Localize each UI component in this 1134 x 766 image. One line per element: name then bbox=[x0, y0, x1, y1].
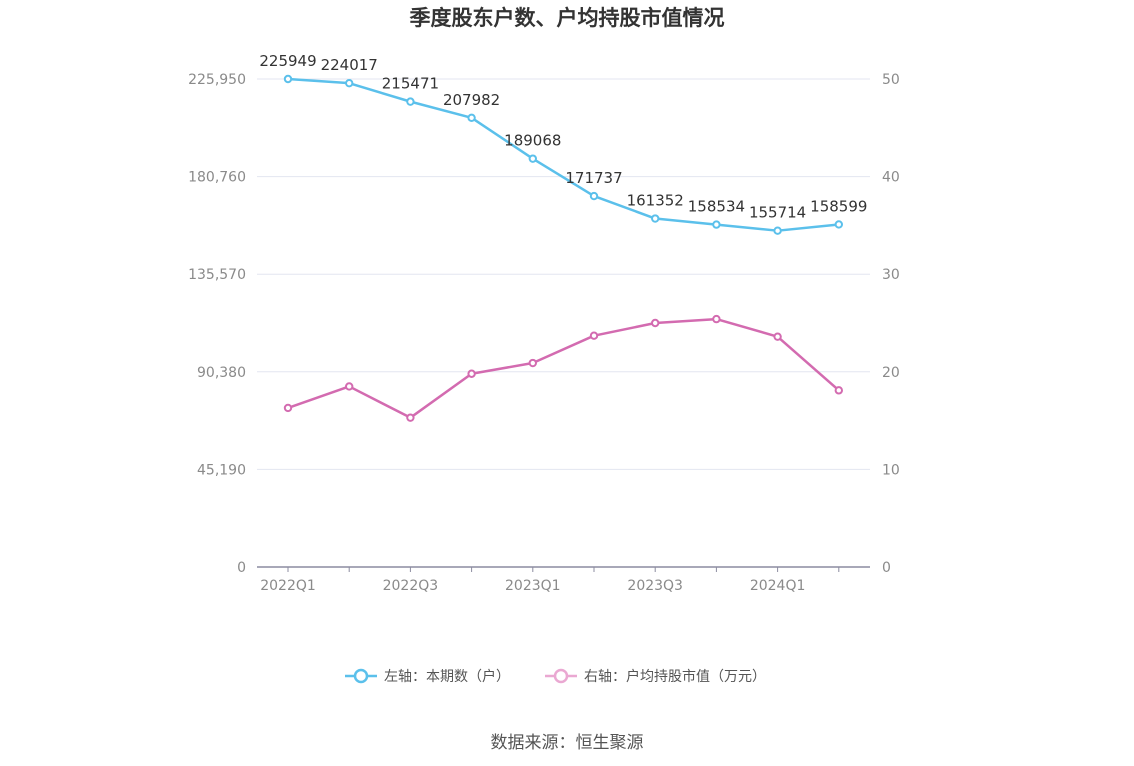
data-point bbox=[712, 314, 721, 324]
data-point bbox=[283, 74, 293, 84]
source-text: 数据来源：恒生聚源 bbox=[491, 733, 644, 753]
data-label: 225949 bbox=[259, 52, 316, 70]
data-label: 207982 bbox=[443, 91, 500, 109]
legend-marker bbox=[553, 668, 569, 684]
left-axis-tick-label: 90,380 bbox=[197, 365, 246, 381]
data-point bbox=[773, 226, 782, 235]
chart-title: 季度股东户数、户均持股市值情况 bbox=[410, 6, 725, 30]
legend-item[interactable]: 左轴：本期数（户） bbox=[345, 668, 510, 685]
data-point bbox=[773, 332, 782, 341]
data-point bbox=[467, 369, 476, 378]
data-point bbox=[834, 386, 843, 395]
data-label: 158534 bbox=[688, 198, 745, 216]
x-axis-tick-label: 2023Q3 bbox=[627, 578, 683, 594]
right-axis-tick-label: 50 bbox=[882, 72, 900, 88]
x-axis-tick-label: 2023Q1 bbox=[505, 578, 561, 594]
data-point bbox=[467, 113, 476, 123]
x-axis-tick-label: 2022Q1 bbox=[260, 578, 316, 594]
series-group bbox=[283, 74, 843, 422]
data-point bbox=[528, 154, 537, 163]
data-label: 189068 bbox=[504, 132, 561, 150]
left-axis-tick-label: 225,950 bbox=[188, 72, 246, 88]
data-label: 215471 bbox=[382, 75, 439, 93]
left-axis-tick-label: 0 bbox=[237, 560, 246, 576]
legend-label: 左轴：本期数（户） bbox=[384, 668, 510, 685]
data-point bbox=[712, 220, 721, 229]
data-point bbox=[589, 331, 599, 340]
series-line bbox=[287, 317, 840, 419]
data-label: 161352 bbox=[627, 192, 684, 210]
right-axis-tick-label: 10 bbox=[882, 462, 900, 478]
data-point bbox=[406, 413, 415, 422]
legend[interactable]: 左轴：本期数（户） 右轴：户均持股市值（万元） bbox=[345, 668, 766, 685]
data-point bbox=[345, 382, 354, 391]
data-point bbox=[406, 97, 415, 106]
x-axis-tick-label: 2024Q1 bbox=[750, 578, 806, 594]
series-line bbox=[287, 77, 839, 232]
data-point bbox=[283, 403, 293, 413]
right-axis-tick-label: 30 bbox=[882, 267, 900, 283]
data-point bbox=[651, 318, 660, 328]
data-label: 155714 bbox=[749, 204, 806, 222]
legend-label: 右轴：户均持股市值（万元） bbox=[584, 668, 766, 685]
grid-lines bbox=[257, 78, 870, 470]
data-label: 224017 bbox=[321, 56, 378, 74]
axes: 0 0 45,190 10 90,380 20 135,570 30 180,760 40 225,… bbox=[188, 72, 900, 594]
data-point bbox=[528, 358, 537, 368]
data-point bbox=[651, 214, 660, 223]
data-label: 171737 bbox=[565, 169, 622, 187]
data-label: 158599 bbox=[810, 197, 867, 215]
left-axis-tick-label: 45,190 bbox=[197, 462, 246, 478]
legend-marker bbox=[353, 668, 369, 684]
left-axis-tick-label: 135,570 bbox=[188, 267, 246, 283]
right-axis-tick-label: 40 bbox=[882, 170, 900, 186]
left-axis-tick-label: 180,760 bbox=[188, 170, 246, 186]
right-axis-tick-label: 20 bbox=[882, 365, 900, 381]
legend-item[interactable]: 右轴：户均持股市值（万元） bbox=[545, 668, 766, 685]
data-point bbox=[345, 78, 354, 88]
right-axis-tick-label: 0 bbox=[882, 560, 891, 576]
data-point bbox=[589, 191, 599, 201]
data-point bbox=[834, 220, 843, 229]
x-axis-tick-label: 2022Q3 bbox=[383, 578, 439, 594]
